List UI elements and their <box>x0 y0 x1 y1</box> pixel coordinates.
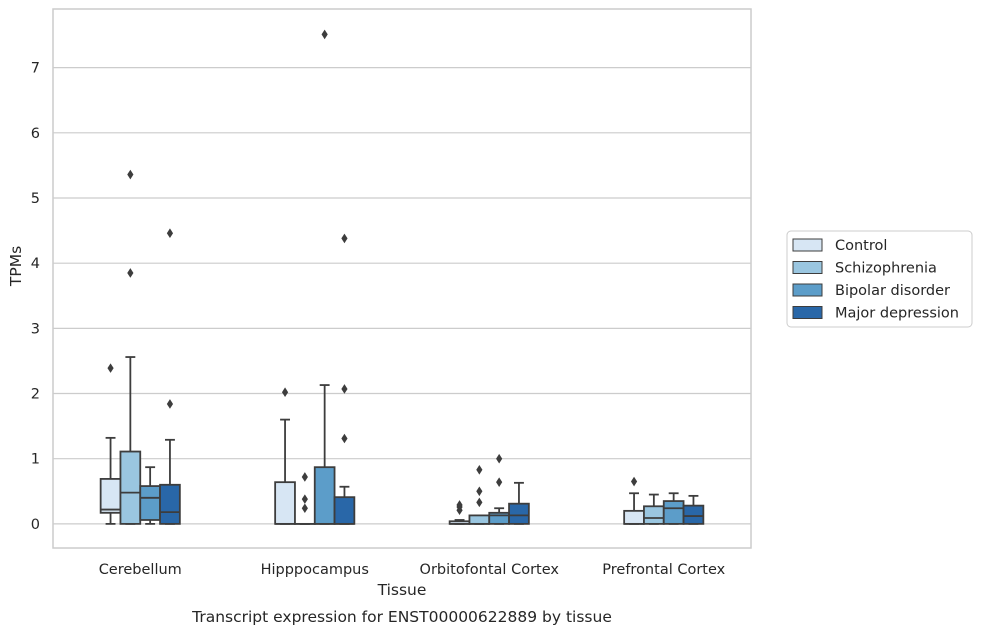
outlier-point <box>476 464 483 475</box>
box-group <box>333 233 356 525</box>
chart-caption: Transcript expression for ENST0000062288… <box>191 608 612 626</box>
box <box>508 502 530 525</box>
box <box>274 481 296 525</box>
y-tick-label: 2 <box>31 387 40 403</box>
x-tick-labels: Cerebellum Hipppocampus Orbitofontal Corte… <box>99 562 726 578</box>
outlier-point <box>341 384 348 394</box>
box <box>139 485 161 521</box>
outlier-point <box>166 228 174 239</box>
box-group <box>139 466 161 525</box>
box-group <box>682 494 705 525</box>
legend-label: Schizophrenia <box>835 261 937 277</box>
box <box>662 500 685 525</box>
outlier-point <box>301 503 308 514</box>
y-axis-label: TPMs <box>7 246 25 287</box>
outlier-point <box>476 497 483 508</box>
box-group <box>119 169 142 525</box>
box <box>313 466 336 525</box>
box <box>623 509 645 525</box>
gridlines <box>53 67 751 525</box>
y-tick-label: 5 <box>31 191 40 207</box>
x-axis-label: Tissue <box>377 581 427 599</box>
box-group <box>623 476 645 525</box>
box <box>159 483 181 525</box>
outlier-point <box>341 433 348 444</box>
box <box>119 450 142 525</box>
y-tick-label: 0 <box>31 517 40 533</box>
plot-area-frame <box>52 8 752 549</box>
box-group <box>508 481 530 525</box>
box-group <box>159 228 181 525</box>
box <box>488 511 510 525</box>
outlier-point <box>281 387 289 398</box>
outlier-point <box>301 494 308 504</box>
legend-frame <box>786 230 973 328</box>
legend-swatch <box>792 238 823 252</box>
legend: Control Schizophrenia Bipolar disorder Majo… <box>786 230 973 328</box>
x-tick-label: Prefrontal Cortex <box>602 562 725 578</box>
box-group <box>313 29 336 525</box>
box <box>99 478 122 514</box>
y-tick-label: 3 <box>31 321 40 337</box>
box-group <box>274 387 296 525</box>
outlier-point <box>456 500 463 510</box>
box-plots <box>99 29 705 525</box>
outlier-point <box>107 363 114 373</box>
legend-label: Control <box>835 238 887 254</box>
outlier-point <box>496 453 503 464</box>
y-tick-label: 1 <box>31 452 40 468</box>
y-tick-labels: 0 1 2 3 4 5 6 7 <box>31 61 40 533</box>
legend-swatch <box>792 261 823 274</box>
outlier-point <box>630 476 638 487</box>
box-group <box>643 493 665 525</box>
x-tick-label: Cerebellum <box>99 562 182 578</box>
legend-label: Major depression <box>835 306 959 322</box>
outlier-point <box>321 29 328 40</box>
outlier-point <box>127 268 134 278</box>
outlier-point <box>127 169 134 180</box>
x-tick-label: Orbitofontal Cortex <box>420 562 560 578</box>
outlier-point <box>476 486 483 497</box>
legend-swatch <box>792 306 823 319</box>
outlier-point <box>166 399 174 409</box>
legend-items: Control Schizophrenia Bipolar disorder Majo… <box>792 238 959 322</box>
box-group <box>662 492 685 525</box>
y-tick-label: 7 <box>31 61 40 77</box>
box <box>682 504 705 525</box>
legend-swatch <box>792 283 823 297</box>
outlier-point <box>301 472 308 482</box>
box-group <box>468 464 491 525</box>
box <box>468 514 491 525</box>
box <box>643 505 665 525</box>
legend-label: Bipolar disorder <box>835 283 950 299</box>
box-group <box>99 363 122 525</box>
y-tick-label: 6 <box>31 126 40 142</box>
box-group <box>448 500 471 525</box>
outlier-point <box>496 477 503 487</box>
box <box>333 496 356 525</box>
x-tick-label: Hipppocampus <box>261 562 369 578</box>
box-group <box>488 453 510 525</box>
box-group <box>294 472 316 525</box>
outlier-point <box>341 233 348 244</box>
y-tick-label: 4 <box>31 256 40 272</box>
